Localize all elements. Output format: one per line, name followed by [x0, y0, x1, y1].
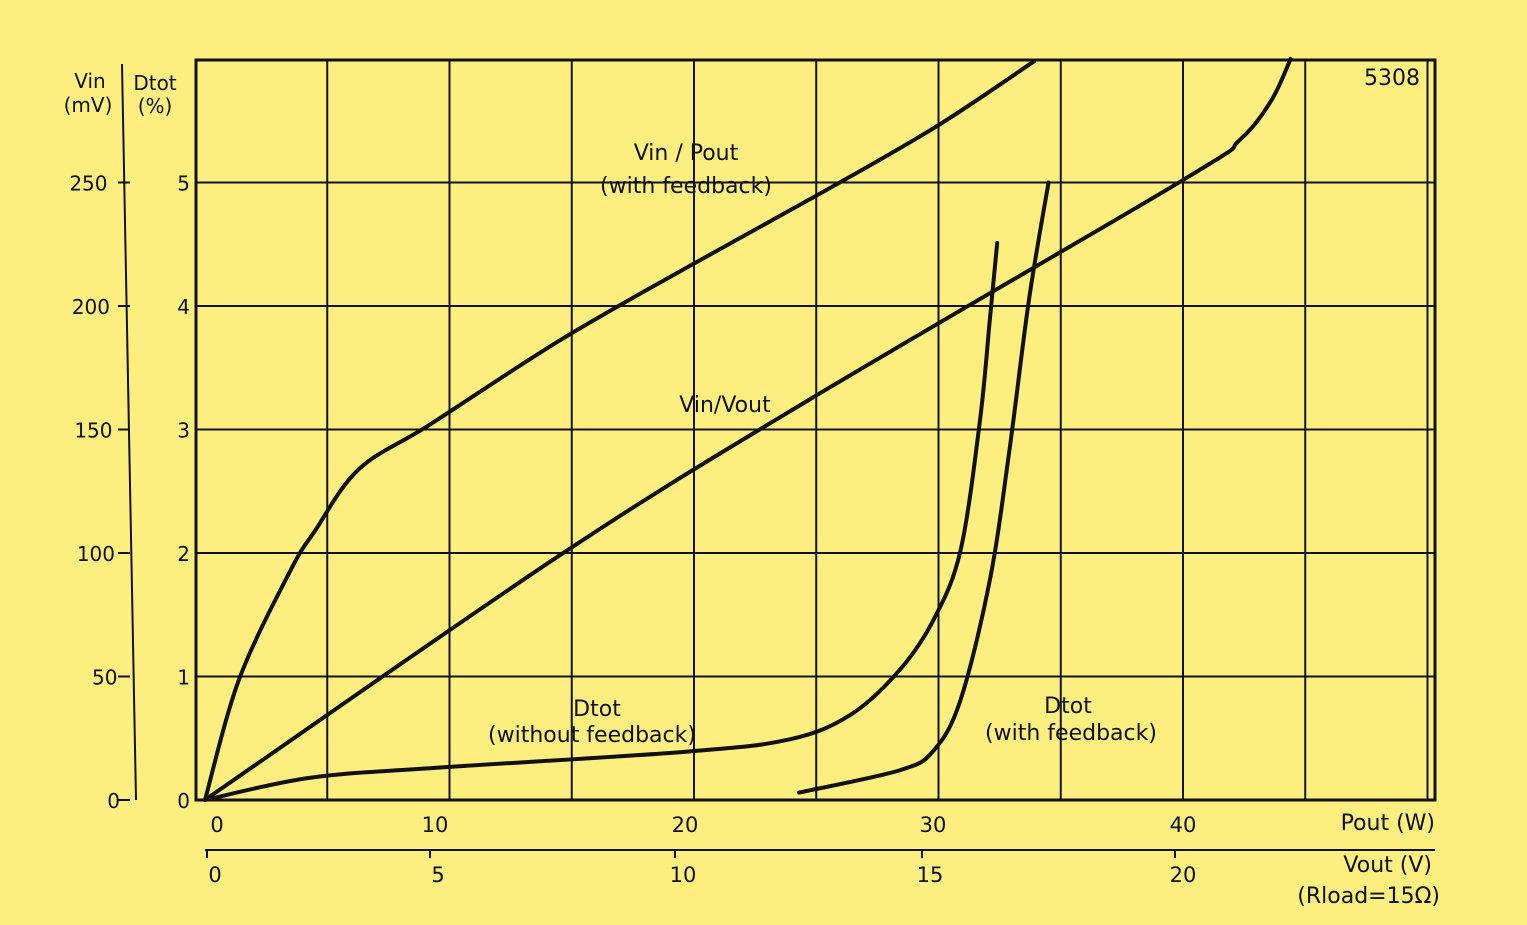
label-dtot-fb-1: Dtot — [1044, 694, 1092, 719]
vin-tick-label: 0 — [107, 789, 120, 813]
series-line-dtot-without-feedback- — [203, 241, 1000, 802]
grid — [194, 58, 1437, 802]
label-dtot-nofb-2: (without feedback) — [488, 723, 696, 748]
dtot-tick-label: 4 — [177, 295, 190, 319]
x-tick-label: 30 — [920, 813, 947, 837]
vin-tick-label: 50 — [92, 666, 117, 690]
x2-tick-label: 5 — [431, 863, 444, 887]
label-vin-pout-1: Vin / Pout — [634, 141, 739, 166]
vin-tick-label: 150 — [74, 419, 112, 443]
series-line-vin-pout-with-feedback- — [203, 59, 1036, 802]
x2-tick-label: 20 — [1170, 863, 1197, 887]
x-tick-label: 40 — [1170, 813, 1197, 837]
label-vin-vout: Vin/Vout — [679, 393, 771, 418]
x2-tick-label: 10 — [670, 863, 697, 887]
dtot-tick-label: 3 — [177, 419, 190, 443]
x-axis-label: Pout (W) — [1341, 811, 1435, 836]
vin-axis-line — [121, 63, 137, 801]
y-left-label-2: (mV) — [64, 93, 113, 117]
x2-tick-label: 15 — [917, 863, 944, 887]
series-line-vin-vout — [203, 57, 1293, 802]
curves — [203, 57, 1293, 802]
dtot-tick-label: 2 — [177, 542, 190, 566]
vin-tick-label: 250 — [69, 172, 107, 196]
dtot-tick-label: 1 — [177, 666, 190, 690]
series-line-dtot-with-feedback- — [797, 180, 1051, 795]
x-tick-label: 10 — [422, 813, 449, 837]
y-right-label-1: Dtot — [133, 71, 176, 95]
dtot-tick-label: 0 — [177, 789, 190, 813]
label-dtot-fb-2: (with feedback) — [985, 721, 1157, 746]
vin-tick-label: 200 — [72, 295, 110, 319]
x2-tick-label: 0 — [208, 863, 221, 887]
x2-axis-label: Vout (V) — [1343, 853, 1432, 878]
vin-tick-label: 100 — [77, 542, 115, 566]
x2-axis-note: (Rload=15Ω) — [1297, 884, 1440, 909]
figure-number: 5308 — [1364, 66, 1420, 91]
y-left-label-1: Vin — [74, 69, 105, 93]
x-tick-label: 0 — [210, 813, 223, 837]
label-dtot-nofb-1: Dtot — [573, 697, 621, 722]
x-tick-label: 20 — [672, 813, 699, 837]
y-right-label-2: (%) — [138, 94, 173, 118]
dtot-tick-label: 5 — [177, 172, 190, 196]
label-vin-pout-2: (with feedback) — [600, 174, 772, 199]
